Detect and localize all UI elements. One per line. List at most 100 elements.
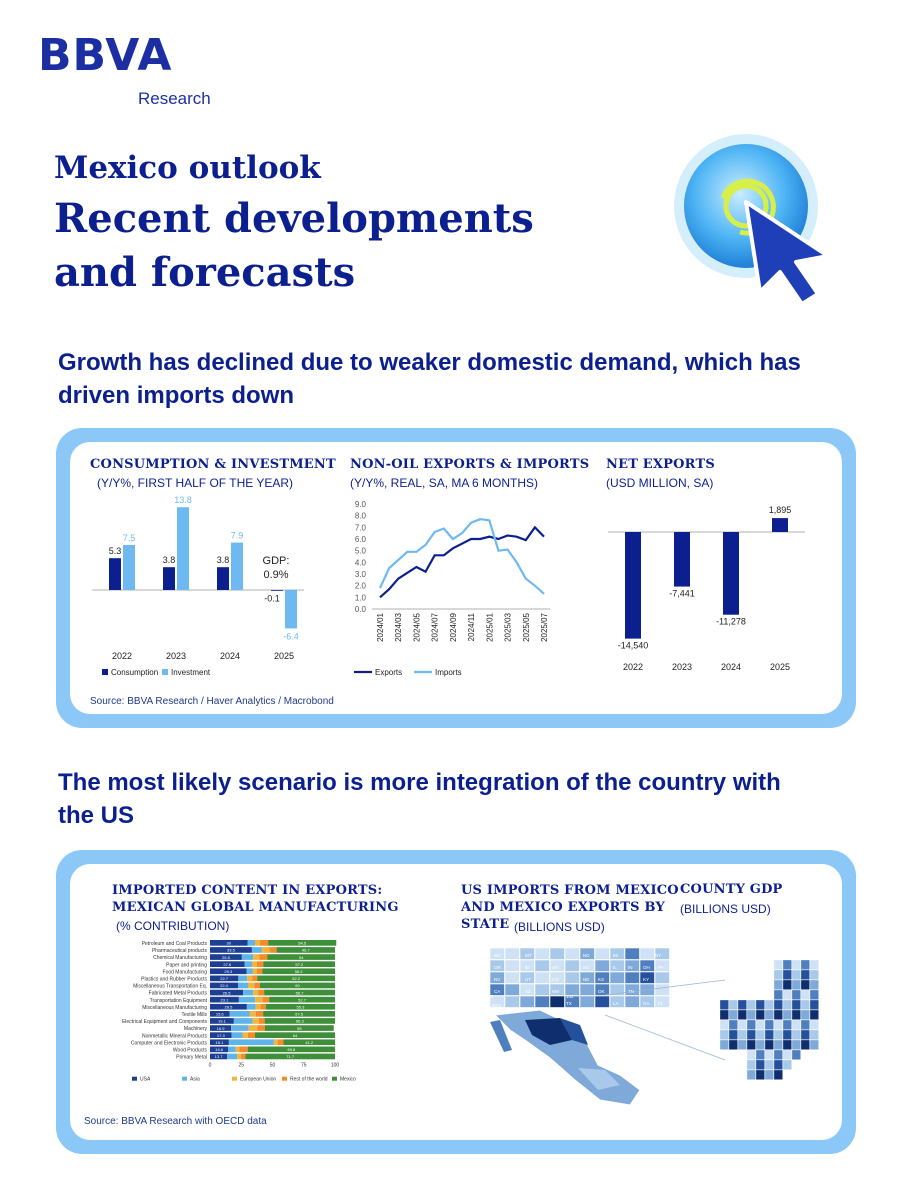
us-state-cell [579, 983, 595, 996]
county-cell [755, 1039, 765, 1050]
county-cell [746, 1069, 756, 1080]
chart-consumption-investment: 5.37.5 2022 3.8 13.8 2023 3.8 7.9 2024 -0.1 -6.4 2… [92, 495, 304, 677]
us-state-cell [654, 983, 670, 996]
chart4-bar-segment [247, 1032, 255, 1038]
chart4-value-label: 60 [295, 983, 300, 988]
map-label: MT [525, 953, 532, 958]
chart2-y-tick: 4.0 [355, 558, 367, 567]
chart4-bar-segment [264, 1018, 335, 1024]
us-state-cell [504, 947, 520, 960]
chart3-category-label: 2023 [672, 662, 692, 672]
chart2-legend-label: Exports [375, 668, 402, 677]
us-state-cell [624, 971, 640, 984]
chart4-bar-segment [260, 1003, 266, 1010]
chart4-bar-segment [210, 947, 252, 953]
map-label: NY [655, 953, 661, 958]
chart4-category-label: Transportation Equipment [150, 998, 208, 1004]
chart4-bar-segment [249, 1011, 256, 1017]
chart4-bar-segment [233, 1018, 253, 1024]
chart2-x-tick: 2025/01 [485, 612, 494, 641]
map-label: CA [494, 989, 500, 994]
chart1-gdp-annotation: GDP: [263, 555, 290, 567]
map-label: AZ [525, 989, 531, 994]
chart4-bar-segment [261, 947, 270, 953]
chart4-category-label: Fabricated Metal Products [149, 991, 208, 997]
source-note-1: Source: BBVA Research / Haver Analytics … [90, 696, 334, 707]
us-state-cell [609, 959, 625, 972]
chart4-value-label: 13.7 [215, 1054, 224, 1059]
county-cell [809, 1029, 819, 1040]
chart4-bar-segment [262, 996, 270, 1003]
chart4-value-label: 56.3 [296, 1019, 305, 1024]
chart4-bar-segment [210, 1053, 228, 1060]
county-cell [791, 979, 801, 990]
county-cell [791, 989, 801, 1000]
chart4-bar-segment [228, 1039, 274, 1046]
chart2-line-imports [379, 518, 545, 595]
map-label: KY [643, 977, 649, 982]
chart4-bar-segment [210, 954, 242, 960]
us-state-cell [624, 995, 640, 1008]
us-state-cell [609, 971, 625, 984]
chart4-bar-segment [252, 1018, 259, 1024]
county-cell [728, 1029, 738, 1040]
chart4-bar-segment [258, 1018, 265, 1024]
county-cell [737, 1039, 747, 1050]
county-cell [764, 1039, 774, 1050]
chart2-x-tick: 2025/07 [540, 612, 549, 641]
mexico-state-chihuahua [525, 1018, 572, 1045]
county-cell [782, 1009, 792, 1020]
chart1-gdp-annotation-value: 0.9% [263, 569, 288, 581]
chart4-bar-segment [260, 940, 269, 946]
chart4-bar-segment [242, 1032, 248, 1038]
chart4-value-label: 62.2 [292, 976, 301, 981]
county-cell [755, 1049, 765, 1060]
us-state-cell [504, 959, 520, 972]
chart4-bar-segment [255, 1011, 264, 1017]
chart4-bar-segment [228, 1046, 236, 1053]
chart4-category-label: Wood Products [173, 1048, 208, 1054]
chart4-bar-segment [247, 1046, 335, 1053]
county-cell [746, 1039, 756, 1050]
chart4-bar-segment [243, 989, 254, 996]
county-cell [746, 1049, 756, 1060]
us-state-cell [654, 959, 670, 972]
chart4-category-label: Electrical Equipment and Components [122, 1019, 208, 1025]
chart4-bar-segment [210, 996, 239, 1003]
chart2-y-tick: 9.0 [355, 500, 367, 509]
chart4-value-label: 69.8 [287, 1047, 296, 1052]
county-cell [728, 1039, 738, 1050]
chart2-y-tick: 0.0 [355, 605, 367, 614]
chart4-bar-segment [283, 1039, 335, 1046]
map-label: SD [583, 965, 590, 970]
chart3-value-label: -7,441 [669, 589, 695, 599]
chart4-bar-segment [260, 982, 335, 989]
county-cell [755, 1059, 765, 1070]
chart4-bar-segment [253, 989, 259, 996]
chart4-bar-segment [257, 975, 335, 982]
chart4-value-label: 71.7 [286, 1054, 295, 1059]
chart2-y-tick: 1.0 [355, 593, 367, 602]
chart2-x-tick: 2024/01 [376, 612, 385, 641]
map-label: UT [525, 977, 531, 982]
page-title: Recent developments and forecasts [54, 195, 534, 296]
us-state-cell [624, 947, 640, 960]
us-state-cell [654, 971, 670, 984]
chart4-bar-segment [240, 1053, 246, 1060]
chart4-value-label: 55 [297, 1026, 302, 1031]
map-label: NM [552, 989, 559, 994]
chart1-bar-consumption-2024 [217, 567, 229, 590]
county-cell [782, 959, 792, 970]
chart4-bar-segment [210, 1025, 232, 1031]
county-cell [800, 1019, 810, 1030]
county-cell [782, 1039, 792, 1050]
county-cell [764, 999, 774, 1010]
county-cell [791, 969, 801, 980]
chart2-y-tick: 7.0 [355, 523, 367, 532]
map-label: MI [613, 953, 618, 958]
chart4-value-label: 52.7 [298, 997, 307, 1002]
us-state-cell [579, 959, 595, 972]
chart1-bar-consumption-2023 [163, 567, 175, 590]
chart4-x-tick: 100 [331, 1063, 340, 1069]
chart4-category-label: Chemical Manufacturing [153, 955, 207, 961]
